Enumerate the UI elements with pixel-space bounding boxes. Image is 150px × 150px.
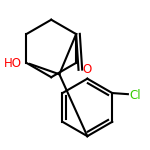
- Text: HO: HO: [4, 57, 22, 70]
- Text: Cl: Cl: [129, 89, 141, 102]
- Text: O: O: [82, 63, 92, 76]
